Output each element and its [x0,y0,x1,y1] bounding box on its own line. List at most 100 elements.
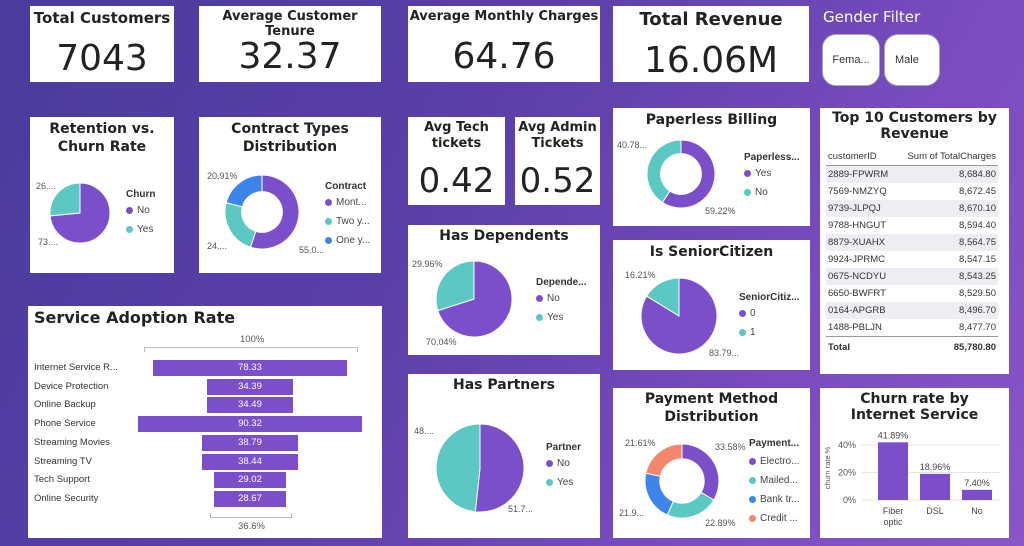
payment-method-card: Payment Method Distribution 21.61% 33.58… [613,388,810,538]
churn-by-internet-card: Churn rate by Internet Service churn rat… [820,388,1009,538]
dot-icon [749,495,756,503]
funnel-bar[interactable]: 28.67 [214,490,286,507]
pie-slice[interactable] [645,472,674,516]
funnel-bar[interactable]: 90.32 [138,416,362,433]
title-line: Top 10 Customers by [832,110,997,126]
gender-male-button[interactable]: Male [884,34,940,86]
label-one-year: 20.91% [207,171,238,181]
pie-slice[interactable] [436,424,481,512]
table-row[interactable]: 0164-APGRB 8,496.70 [826,302,998,319]
payment-donut [645,444,719,518]
legend-label: 0 [750,308,756,319]
pie-slice[interactable] [661,140,715,208]
table-row[interactable]: 9739-JLPQJ 8,670.10 [826,200,998,217]
table-row[interactable]: 8879-XUAHX 8,564.75 [826,234,998,251]
legend-title: Contract [325,181,367,192]
column-header-label: Sum of TotalCharges [907,151,996,162]
pie-slice[interactable] [249,175,299,249]
y-axis-label: churn rate % [823,446,832,489]
pie-slice[interactable] [681,444,719,501]
title-line: Retention vs. [49,121,155,137]
chart-title: Service Adoption Rate [34,308,236,327]
legend-label: Yes [137,224,154,235]
pie-slice[interactable] [645,278,680,317]
pie-slice[interactable] [50,183,81,217]
pie-slice[interactable] [225,201,257,248]
legend-label: No [557,458,570,469]
kpi-value: 32.37 [238,36,342,77]
label-zero: 83.79... [709,348,740,358]
legend-item-no: No [536,293,560,304]
legend-label: Mont... [336,197,367,208]
table-total-row: Total 85,780.80 [826,336,998,356]
legend-title: Paperless... [744,152,800,163]
legend-title: Partner [546,442,582,453]
contract-types-card: Contract Types Distribution 20.91% 24...… [199,117,381,273]
senior-citizen-card: Is SeniorCitizen 16.21% 83.79... SeniorC… [613,240,810,370]
table-row[interactable]: 9788-HNGUT 8,594.40 [826,217,998,234]
table-row[interactable]: 6650-BWFRT 8,529.50 [826,285,998,302]
funnel-bar[interactable]: 34.49 [207,397,293,414]
total-charges-cell: 8,496.70 [896,302,998,319]
bar[interactable] [920,473,950,500]
funnel-top-label: 100% [240,334,265,345]
table-row[interactable]: 9924-JPRMC 8,547.15 [826,251,998,268]
bar[interactable] [878,442,908,500]
funnel-label: Streaming TV [34,455,92,467]
customer-id-cell: 0164-APGRB [826,302,897,319]
chart-title: Top 10 Customers by Revenue [820,110,1009,142]
pie-slice[interactable] [647,140,682,204]
table-row[interactable]: 0675-NCDYU 8,543.25 [826,268,998,285]
total-charges-cell: 8,547.15 [959,254,996,265]
legend-label: Yes [755,168,772,179]
funnel-label: Phone Service [34,418,96,430]
top10-customers-card: Top 10 Customers by Revenue customerID S… [820,108,1009,374]
pie-slice[interactable] [225,175,263,208]
dot-icon [739,328,746,336]
pie-slice[interactable] [437,261,512,337]
table-row[interactable]: 2889-FPWRM 8,684.80 [826,165,998,183]
title-line: Contract Types [231,121,349,137]
label-bank: 21.9... [619,508,645,518]
pie-slice[interactable] [436,261,475,312]
label-no: 70.04% [426,337,457,347]
x-tick-label: DSL [926,506,944,516]
funnel-bar[interactable]: 34.39 [207,378,293,395]
dot-icon [325,236,332,244]
pie-slice[interactable] [474,424,524,512]
total-charges-cell: 8,543.25 [896,268,998,285]
legend-label: One y... [336,235,371,246]
legend-item-no: No [126,205,150,216]
funnel-bar[interactable]: 38.79 [201,434,299,451]
funnel-bar[interactable]: 38.44 [202,453,298,470]
legend-label: Electro... [760,456,800,467]
column-header-total[interactable]: Sum of TotalCharges [896,148,998,166]
table-row[interactable]: 1488-PBLJN 8,477.70 [826,319,998,337]
bar[interactable] [962,489,992,500]
funnel-bar[interactable]: 78.33 [152,360,348,376]
kpi-value: 0.52 [519,161,596,201]
total-revenue-card: Total Revenue 16.06M [613,6,809,82]
kpi-title: Total Revenue [639,9,783,30]
funnel-bar[interactable]: 29.02 [214,472,286,489]
legend-item-zero: 0 [739,308,756,319]
dot-icon [749,514,756,522]
chart-title: Paperless Billing [645,112,778,128]
chart-title: Has Partners [453,377,555,393]
title-line: Distribution [242,139,338,155]
pie-slice[interactable] [645,444,683,477]
chart-title: Churn rate by Internet Service [850,391,979,423]
table-header: customerID Sum of TotalCharges [826,148,998,166]
pie-slice[interactable] [666,491,715,518]
legend-title: Churn [126,189,156,200]
label-mailed: 22.89% [705,518,736,528]
total-charges-cell: 8,684.80 [896,165,998,183]
gender-female-button[interactable]: Fema... [822,34,880,86]
table-row[interactable]: 7569-NMZYQ 8,672.45 [826,183,998,200]
legend-title: Payment... [749,438,800,449]
top10-table: customerID Sum of TotalCharges 2889-FPWR… [826,148,998,356]
legend-label: Yes [557,477,574,488]
column-header-customerid[interactable]: customerID [826,148,897,166]
funnel-label: Online Backup [34,399,96,411]
legend-item: Mont... [325,197,367,208]
